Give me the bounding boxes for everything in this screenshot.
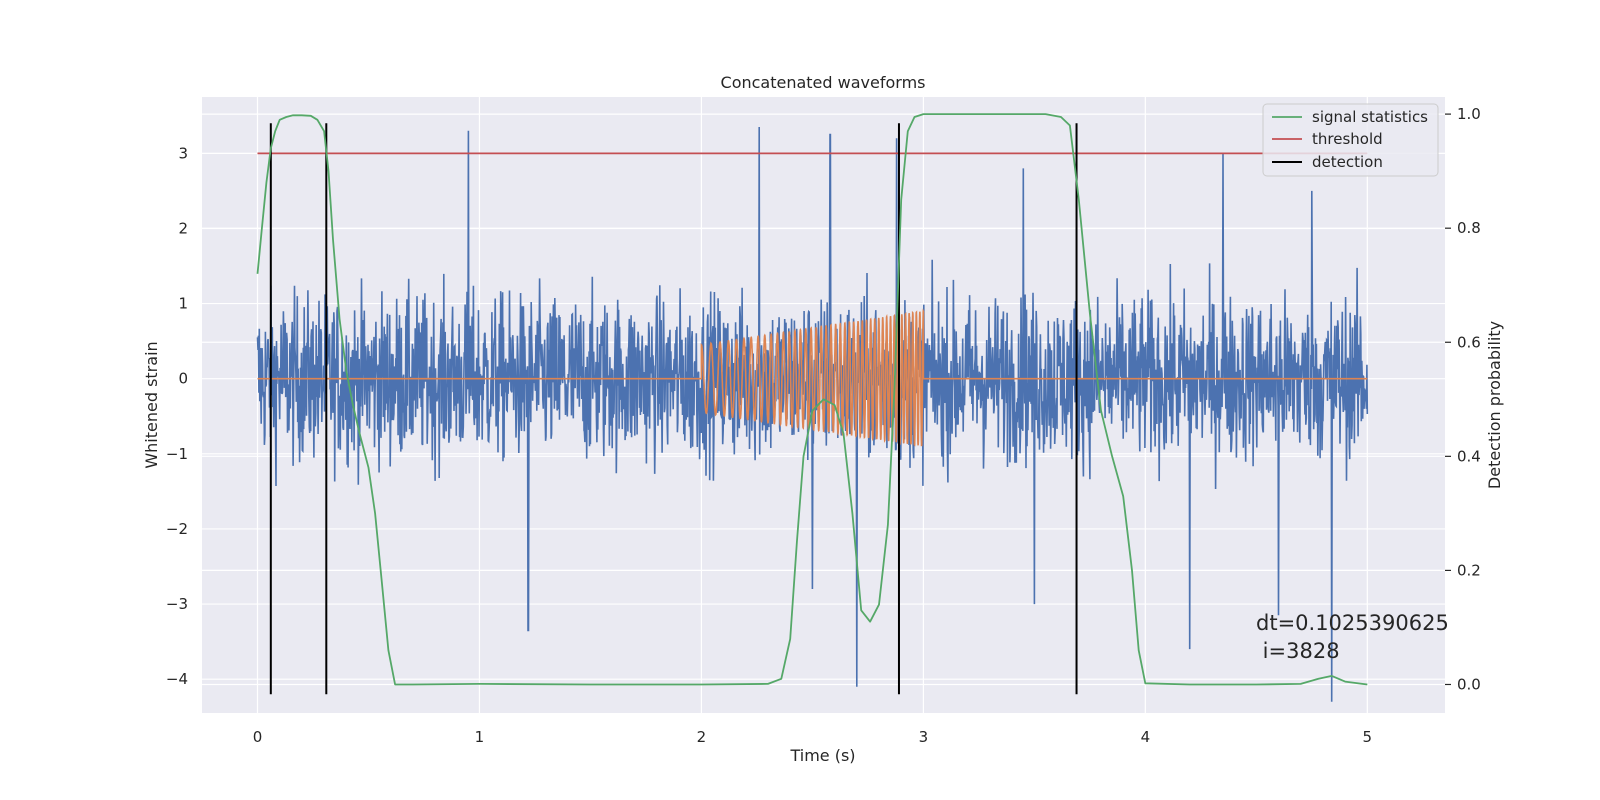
- y-right-tick-label-0: 0.0: [1457, 675, 1481, 693]
- x-tick-label-0: 0: [253, 728, 263, 746]
- legend-label-detection: detection: [1312, 153, 1383, 171]
- x-tick-label-3: 3: [919, 728, 929, 746]
- signal-statistics-line: [256, 113, 1368, 686]
- y-right-axis-label: Detection probability: [1485, 321, 1504, 489]
- y-right-tick-label-3: 0.6: [1457, 333, 1481, 351]
- x-ticks: 0 1 2 3 4 5: [253, 728, 1372, 746]
- annotation-i: i=3828: [1256, 639, 1340, 663]
- y-right-tick-label-1: 0.2: [1457, 561, 1481, 579]
- detection-series: [269, 123, 1078, 695]
- y-right-ticks: 0.0 0.2 0.4 0.6 0.8 1.0: [1445, 105, 1481, 693]
- x-tick-label-2: 2: [697, 728, 707, 746]
- x-tick-label-1: 1: [475, 728, 485, 746]
- signal-statistics-series: [256, 113, 1368, 686]
- y-tick-label-6: 2: [178, 219, 188, 237]
- chart-title: Concatenated waveforms: [721, 73, 926, 92]
- annotation-dt: dt=0.1025390625: [1256, 611, 1449, 635]
- strain-series: [256, 126, 1369, 702]
- legend: signal statistics threshold detection: [1262, 103, 1439, 177]
- y-tick-label-0: −4: [166, 670, 188, 688]
- legend-label-signal-statistics: signal statistics: [1312, 108, 1428, 126]
- y-right-tick-label-4: 0.8: [1457, 219, 1481, 237]
- strain-line: [256, 126, 1369, 702]
- y-tick-label-3: −1: [166, 445, 188, 463]
- y-tick-label-4: 0: [178, 370, 188, 388]
- y-tick-label-1: −3: [166, 595, 188, 613]
- y-axis-label: Whitened strain: [142, 341, 161, 468]
- y-right-tick-label-2: 0.4: [1457, 447, 1481, 465]
- x-tick-label-4: 4: [1141, 728, 1151, 746]
- legend-box: [1262, 103, 1439, 177]
- legend-label-threshold: threshold: [1312, 130, 1383, 148]
- x-tick-label-5: 5: [1363, 728, 1373, 746]
- injected-series: [257, 308, 1368, 447]
- y-tick-label-2: −2: [166, 520, 188, 538]
- injected-line: [257, 308, 1368, 447]
- x-axis-label: Time (s): [789, 746, 855, 765]
- y-tick-label-5: 1: [178, 295, 188, 313]
- y-right-tick-label-5: 1.0: [1457, 105, 1481, 123]
- y-ticks: −4 −3 −2 −1 0 1 2 3: [166, 144, 188, 688]
- y-tick-label-7: 3: [178, 144, 188, 162]
